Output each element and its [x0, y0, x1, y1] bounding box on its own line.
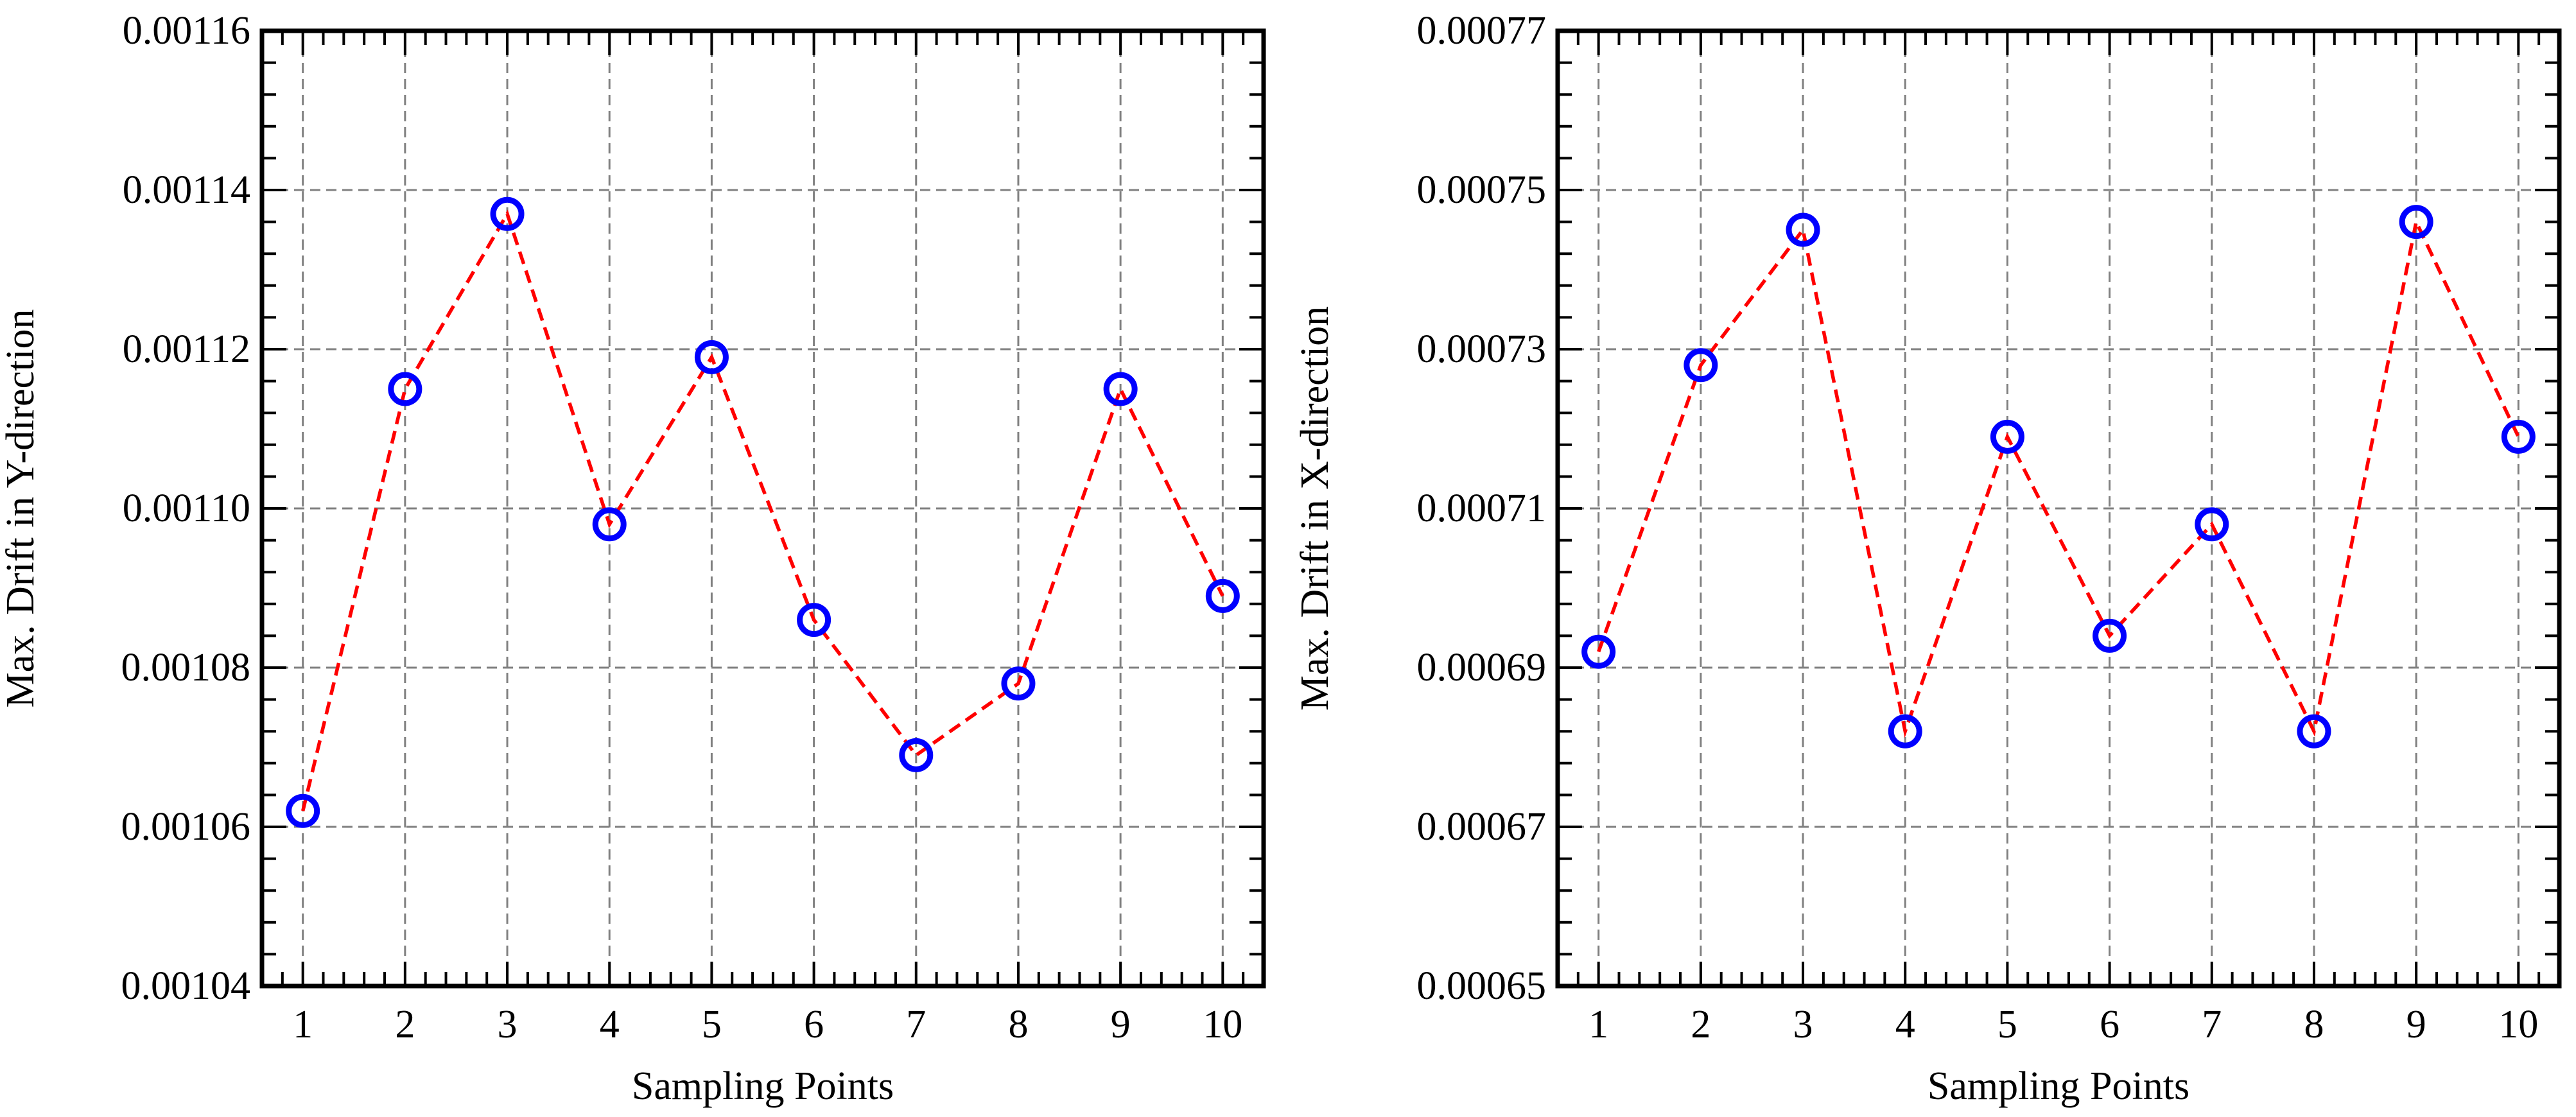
series-line [301, 209, 1224, 811]
y-axis-title: Max. Drift in X-direction [1293, 306, 1337, 711]
y-tick-label: 0.00116 [123, 9, 250, 53]
x-tick-label: 1 [1588, 1003, 1608, 1046]
data-point-marker [1103, 372, 1138, 406]
x-tick-label: 2 [1691, 1003, 1710, 1046]
y-tick-label: 0.00067 [1417, 805, 1547, 849]
y-tick-label: 0.00110 [123, 487, 250, 530]
x-tick-label: 2 [395, 1003, 415, 1046]
y-tick-label: 0.00069 [1417, 646, 1547, 689]
y-tick-labels: 0.00065 0.00067 0.00069 0.00071 0.00073 0.000… [1417, 9, 1547, 1008]
data-point-marker [1001, 666, 1036, 701]
y-tick-label: 0.00106 [121, 805, 251, 849]
x-tick-label: 6 [804, 1003, 824, 1046]
data-point-marker [1888, 714, 1922, 749]
data-point-marker [1205, 578, 1240, 613]
x-tick-label: 5 [702, 1003, 722, 1046]
data-point-marker [2399, 205, 2433, 239]
chart-panel-x-drift: 0.00065 0.00067 0.00069 0.00071 0.00073 0.000… [1293, 9, 2562, 1108]
x-tick-label: 5 [1997, 1003, 2017, 1046]
y-axis-title: Max. Drift in Y-direction [0, 309, 42, 708]
x-axis-title: Sampling Points [632, 1064, 894, 1108]
data-point-marker [1990, 419, 2024, 454]
x-tick-label: 4 [1895, 1003, 1915, 1046]
y-tick-label: 0.00108 [121, 646, 251, 689]
x-tick-label: 8 [2304, 1003, 2324, 1046]
x-tick-label: 7 [2202, 1003, 2222, 1046]
x-tick-labels: 1 2 3 4 5 6 7 8 9 10 [293, 1003, 1242, 1046]
x-tick-label: 3 [498, 1003, 518, 1046]
y-tick-label: 0.00075 [1417, 168, 1547, 212]
data-point-marker [388, 372, 422, 406]
axis-frame [259, 28, 1266, 989]
data-point-marker [2297, 714, 2331, 749]
grid-lines [262, 31, 1264, 986]
data-point-marker [2501, 419, 2536, 454]
y-tick-label: 0.00104 [121, 964, 251, 1008]
data-point-marker [694, 340, 729, 374]
x-tick-label: 10 [1203, 1003, 1242, 1046]
axis-frame [1555, 28, 2562, 989]
x-tick-label: 6 [2100, 1003, 2119, 1046]
y-tick-label: 0.00114 [123, 168, 250, 212]
data-markers [286, 196, 1240, 828]
data-point-marker [1581, 634, 1616, 669]
data-point-marker [490, 196, 525, 231]
y-tick-label: 0.00073 [1417, 327, 1547, 371]
data-markers [1581, 205, 2536, 749]
x-tick-label: 7 [906, 1003, 926, 1046]
data-point-marker [797, 603, 831, 637]
x-tick-label: 4 [600, 1003, 620, 1046]
y-tick-label: 0.00112 [123, 327, 250, 371]
data-point-marker [286, 793, 320, 828]
x-tick-label: 10 [2498, 1003, 2538, 1046]
data-point-marker [592, 507, 627, 542]
series-line [1597, 216, 2520, 738]
data-point-marker [2195, 507, 2229, 542]
data-point-marker [2093, 618, 2127, 653]
x-axis-title: Sampling Points [1928, 1064, 2189, 1108]
x-tick-label: 9 [1111, 1003, 1131, 1046]
grid-lines [1558, 31, 2559, 986]
x-tick-label: 8 [1008, 1003, 1028, 1046]
x-tick-label: 9 [2406, 1003, 2426, 1046]
y-tick-label: 0.00065 [1417, 964, 1547, 1008]
x-tick-label: 3 [1793, 1003, 1813, 1046]
x-tick-label: 1 [293, 1003, 313, 1046]
x-tick-labels: 1 2 3 4 5 6 7 8 9 10 [1588, 1003, 2538, 1046]
y-tick-labels: 0.00104 0.00106 0.00108 0.00110 0.00112 0.001… [121, 9, 251, 1008]
y-tick-label: 0.00071 [1417, 487, 1547, 530]
chart-panel-y-drift: 0.00104 0.00106 0.00108 0.00110 0.00112 0.001… [0, 9, 1266, 1108]
data-point-marker [1786, 212, 1820, 247]
data-point-marker [1684, 348, 1718, 383]
data-point-marker [899, 738, 934, 772]
y-tick-label: 0.00077 [1417, 9, 1547, 53]
